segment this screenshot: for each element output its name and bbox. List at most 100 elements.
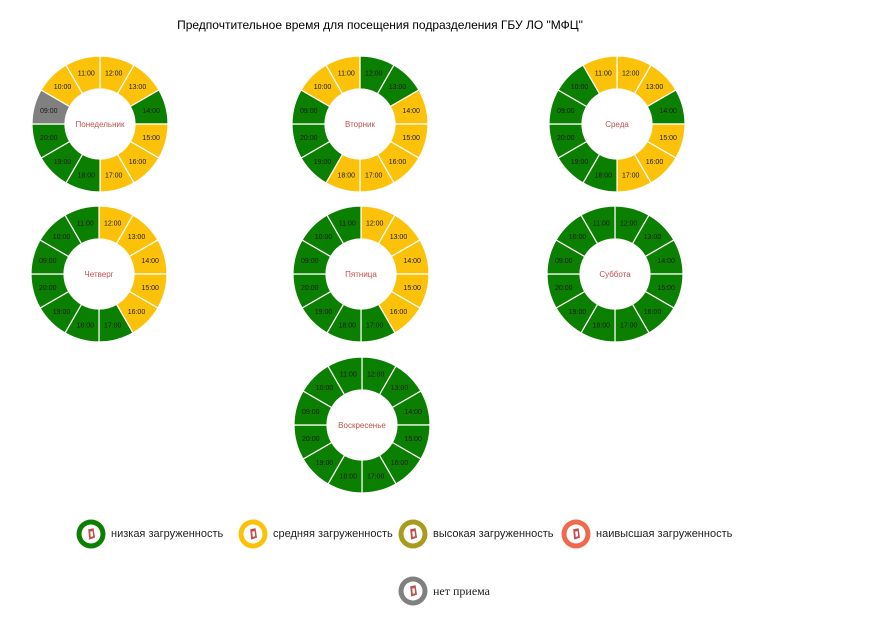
hour-label: 12:00 — [622, 70, 640, 77]
hour-label: 13:00 — [389, 84, 407, 91]
hour-label: 16:00 — [646, 159, 664, 166]
hour-label: 10:00 — [314, 84, 332, 91]
hour-label: 18:00 — [339, 323, 357, 330]
hour-label: 20:00 — [557, 135, 575, 142]
hour-label: 14:00 — [659, 108, 677, 115]
hour-label: 10:00 — [316, 385, 334, 392]
hour-label: 11:00 — [77, 220, 94, 227]
hour-label: 11:00 — [78, 70, 95, 77]
hour-label: 18:00 — [595, 173, 613, 180]
legend-swatch-icon — [238, 519, 268, 549]
hour-label: 19:00 — [569, 309, 587, 316]
hour-label: 19:00 — [571, 159, 589, 166]
hour-label: 18:00 — [78, 173, 96, 180]
hour-label: 20:00 — [301, 285, 319, 292]
legend-label: средняя загруженность — [273, 528, 393, 540]
hour-segment — [326, 205, 362, 245]
legend-swatch-icon — [76, 519, 106, 549]
hour-label: 15:00 — [142, 135, 160, 142]
hour-label: 15:00 — [403, 285, 421, 292]
legend-label: наивысшая загруженность — [596, 528, 733, 540]
hour-label: 16:00 — [644, 309, 662, 316]
hour-label: 09:00 — [557, 108, 575, 115]
hour-label: 17:00 — [104, 323, 122, 330]
hour-label: 09:00 — [300, 108, 318, 115]
day-label: Суббота — [599, 270, 631, 279]
hour-label: 15:00 — [404, 436, 422, 443]
legend-item: наивысшая загруженность — [561, 517, 732, 551]
hour-label: 15:00 — [141, 285, 159, 292]
day-chart: 12:00 13:00 14:00 15:00 16:00 17:00 18:00 19:00… — [289, 202, 433, 346]
hour-label: 11:00 — [593, 220, 610, 227]
hour-label: 11:00 — [339, 220, 356, 227]
hour-label: 10:00 — [571, 84, 589, 91]
hour-label: 11:00 — [338, 70, 355, 77]
hour-label: 20:00 — [302, 436, 320, 443]
legend-swatch-icon — [398, 576, 428, 606]
hour-label: 12:00 — [104, 220, 122, 227]
hour-label: 18:00 — [338, 173, 356, 180]
hour-label: 17:00 — [367, 474, 385, 481]
hour-label: 16:00 — [391, 460, 409, 467]
hour-segment — [327, 356, 363, 396]
hour-label: 09:00 — [39, 258, 57, 265]
hour-label: 14:00 — [402, 108, 420, 115]
hour-label: 13:00 — [391, 385, 409, 392]
day-chart: 12:00 13:00 14:00 15:00 16:00 17:00 18:00 19:00… — [543, 202, 687, 346]
hour-label: 17:00 — [366, 323, 384, 330]
hour-label: 14:00 — [657, 258, 675, 265]
hour-label: 14:00 — [403, 258, 421, 265]
hour-label: 16:00 — [390, 309, 408, 316]
hour-label: 15:00 — [659, 135, 677, 142]
legend-swatch-icon — [561, 519, 591, 549]
hour-label: 10:00 — [54, 84, 72, 91]
hour-label: 17:00 — [365, 173, 383, 180]
hour-label: 12:00 — [365, 70, 383, 77]
day-chart: 12:00 13:00 14:00 15:00 16:00 17:00 18:00 19:00… — [290, 353, 434, 497]
hour-label: 09:00 — [40, 108, 58, 115]
hour-label: 09:00 — [302, 409, 320, 416]
hour-label: 13:00 — [644, 234, 662, 241]
legend-label: нет приема — [433, 583, 490, 598]
hour-label: 16:00 — [389, 159, 407, 166]
hour-label: 19:00 — [314, 159, 332, 166]
hour-label: 18:00 — [340, 474, 358, 481]
hour-label: 19:00 — [316, 460, 334, 467]
hour-label: 11:00 — [340, 371, 357, 378]
day-label: Воскресенье — [338, 421, 386, 430]
hour-label: 10:00 — [569, 234, 587, 241]
hour-label: 09:00 — [555, 258, 573, 265]
hour-label: 12:00 — [105, 70, 123, 77]
day-label: Пятница — [345, 270, 377, 279]
hour-segment — [64, 205, 100, 245]
hour-label: 09:00 — [301, 258, 319, 265]
hour-label: 20:00 — [40, 135, 58, 142]
hour-label: 13:00 — [129, 84, 147, 91]
hour-label: 19:00 — [53, 309, 71, 316]
hour-label: 14:00 — [141, 258, 159, 265]
day-label: Понедельник — [76, 120, 125, 129]
hour-label: 14:00 — [404, 409, 422, 416]
legend-item: высокая загруженность — [398, 517, 553, 551]
hour-label: 10:00 — [53, 234, 71, 241]
legend-item: нет приема — [398, 574, 490, 608]
day-label: Вторник — [345, 120, 375, 129]
hour-label: 17:00 — [622, 173, 640, 180]
hour-label: 12:00 — [620, 220, 638, 227]
hour-label: 11:00 — [595, 70, 612, 77]
hour-label: 19:00 — [315, 309, 333, 316]
day-chart: 12:00 13:00 14:00 15:00 16:00 17:00 18:00 19:00… — [27, 202, 171, 346]
day-chart: 12:00 13:00 14:00 15:00 16:00 17:00 18:00 19:00… — [545, 52, 689, 196]
hour-label: 18:00 — [77, 323, 95, 330]
hour-segment — [325, 55, 361, 95]
hour-segment — [65, 55, 101, 95]
hour-label: 17:00 — [105, 173, 123, 180]
hour-label: 10:00 — [315, 234, 333, 241]
hour-label: 19:00 — [54, 159, 72, 166]
hour-label: 16:00 — [129, 159, 147, 166]
hour-label: 13:00 — [390, 234, 408, 241]
legend-swatch-icon — [398, 519, 428, 549]
hour-label: 17:00 — [620, 323, 638, 330]
day-label: Среда — [605, 120, 629, 129]
hour-label: 20:00 — [555, 285, 573, 292]
